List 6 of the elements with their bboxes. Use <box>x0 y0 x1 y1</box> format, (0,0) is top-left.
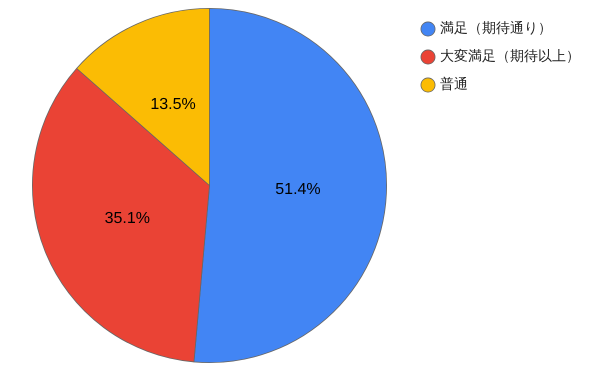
data-label: 51.4% <box>275 180 321 198</box>
data-label: 13.5% <box>150 96 196 114</box>
legend-label: 大変満足（期待以上） <box>440 48 580 65</box>
data-label: 35.1% <box>104 210 150 227</box>
legend-label: 普通 <box>440 76 468 93</box>
legend-label: 満足（期待通り） <box>440 20 552 37</box>
